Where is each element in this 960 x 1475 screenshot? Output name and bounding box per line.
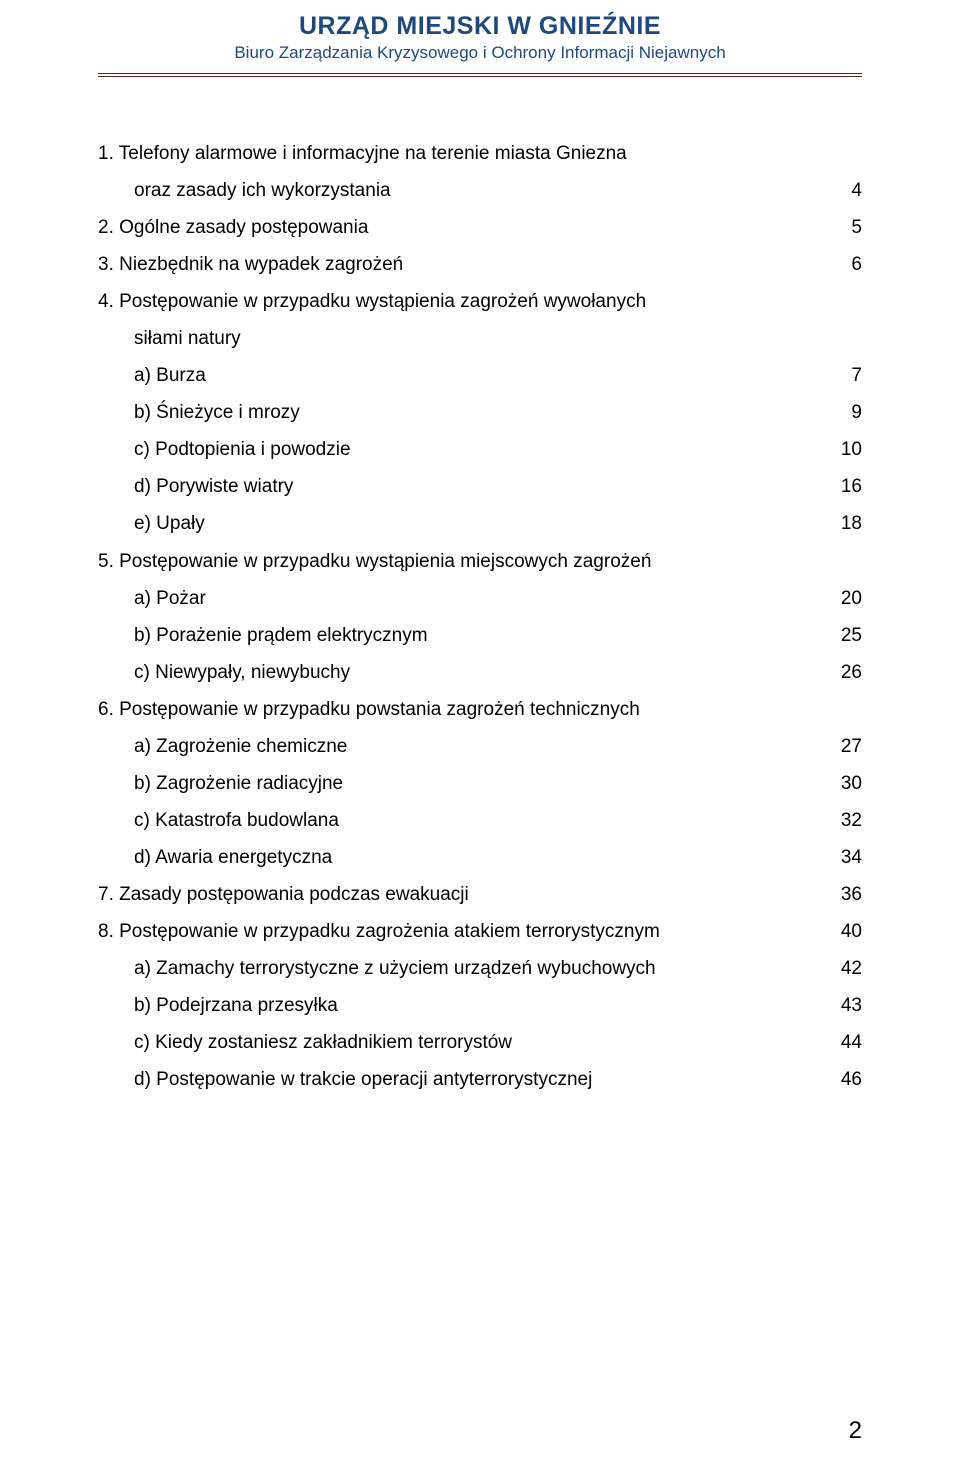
- toc-label: 5. Postępowanie w przypadku wystąpienia …: [98, 543, 862, 580]
- toc-item-4-line1: 4. Postępowanie w przypadku wystąpienia …: [98, 283, 862, 320]
- toc-label: a) Zagrożenie chemiczne: [134, 728, 832, 765]
- toc-label: oraz zasady ich wykorzystania: [134, 172, 832, 209]
- toc-page: 46: [832, 1061, 862, 1098]
- toc-item-2: 2. Ogólne zasady postępowania 5: [98, 209, 862, 246]
- toc-item-4d: d) Porywiste wiatry 16: [98, 468, 862, 505]
- toc-page: 4: [832, 172, 862, 209]
- page-number: 2: [849, 1417, 862, 1445]
- toc-page: 7: [832, 357, 862, 394]
- toc-label: c) Niewypały, niewybuchy: [134, 654, 832, 691]
- toc-item-1-line1: 1. Telefony alarmowe i informacyjne na t…: [98, 135, 862, 172]
- toc-item-8: 8. Postępowanie w przypadku zagrożenia a…: [98, 913, 862, 950]
- toc-label: 8. Postępowanie w przypadku zagrożenia a…: [98, 913, 832, 950]
- toc-item-7: 7. Zasady postępowania podczas ewakuacji…: [98, 876, 862, 913]
- toc-item-5b: b) Porażenie prądem elektrycznym 25: [98, 617, 862, 654]
- toc-label: c) Katastrofa budowlana: [134, 802, 832, 839]
- toc-label: a) Burza: [134, 357, 832, 394]
- toc-item-6d: d) Awaria energetyczna 34: [98, 839, 862, 876]
- toc-label: siłami natury: [134, 320, 862, 357]
- toc-item-5: 5. Postępowanie w przypadku wystąpienia …: [98, 543, 862, 580]
- toc-item-8a: a) Zamachy terrorystyczne z użyciem urzą…: [98, 950, 862, 987]
- toc-page: 43: [832, 987, 862, 1024]
- toc-label: c) Kiedy zostaniesz zakładnikiem terrory…: [134, 1024, 832, 1061]
- toc-item-3: 3. Niezbędnik na wypadek zagrożeń 6: [98, 246, 862, 283]
- toc-label: 1. Telefony alarmowe i informacyjne na t…: [98, 135, 862, 172]
- toc-label: a) Zamachy terrorystyczne z użyciem urzą…: [134, 950, 832, 987]
- toc-label: d) Porywiste wiatry: [134, 468, 832, 505]
- toc-label: 6. Postępowanie w przypadku powstania za…: [98, 691, 862, 728]
- header-title: URZĄD MIEJSKI W GNIEŹNIE: [98, 12, 862, 41]
- toc-label: 2. Ogólne zasady postępowania: [98, 209, 832, 246]
- table-of-contents: 1. Telefony alarmowe i informacyjne na t…: [98, 135, 862, 1098]
- toc-page: 32: [832, 802, 862, 839]
- toc-page: 34: [832, 839, 862, 876]
- toc-label: 7. Zasady postępowania podczas ewakuacji: [98, 876, 832, 913]
- toc-item-4e: e) Upały 18: [98, 505, 862, 542]
- header-subtitle: Biuro Zarządzania Kryzysowego i Ochrony …: [98, 43, 862, 63]
- toc-page: 26: [832, 654, 862, 691]
- toc-page: 10: [832, 431, 862, 468]
- toc-item-6a: a) Zagrożenie chemiczne 27: [98, 728, 862, 765]
- toc-item-6c: c) Katastrofa budowlana 32: [98, 802, 862, 839]
- toc-item-6: 6. Postępowanie w przypadku powstania za…: [98, 691, 862, 728]
- toc-label: 3. Niezbędnik na wypadek zagrożeń: [98, 246, 832, 283]
- toc-page: 16: [832, 468, 862, 505]
- toc-item-8b: b) Podejrzana przesyłka 43: [98, 987, 862, 1024]
- toc-page: 6: [832, 246, 862, 283]
- toc-label: 4. Postępowanie w przypadku wystąpienia …: [98, 283, 862, 320]
- toc-item-4b: b) Śnieżyce i mrozy 9: [98, 394, 862, 431]
- toc-item-4a: a) Burza 7: [98, 357, 862, 394]
- toc-page: 27: [832, 728, 862, 765]
- toc-item-4-line2: siłami natury: [98, 320, 862, 357]
- toc-page: 36: [832, 876, 862, 913]
- toc-label: b) Śnieżyce i mrozy: [134, 394, 832, 431]
- toc-label: b) Zagrożenie radiacyjne: [134, 765, 832, 802]
- toc-page: 18: [832, 505, 862, 542]
- toc-item-8d: d) Postępowanie w trakcie operacji antyt…: [98, 1061, 862, 1098]
- toc-page: 44: [832, 1024, 862, 1061]
- toc-page: 25: [832, 617, 862, 654]
- header-divider: [98, 73, 862, 77]
- toc-label: d) Awaria energetyczna: [134, 839, 832, 876]
- toc-item-4c: c) Podtopienia i powodzie 10: [98, 431, 862, 468]
- toc-label: b) Podejrzana przesyłka: [134, 987, 832, 1024]
- toc-label: b) Porażenie prądem elektrycznym: [134, 617, 832, 654]
- toc-page: 5: [832, 209, 862, 246]
- toc-label: c) Podtopienia i powodzie: [134, 431, 832, 468]
- toc-item-5c: c) Niewypały, niewybuchy 26: [98, 654, 862, 691]
- toc-label: e) Upały: [134, 505, 832, 542]
- toc-item-8c: c) Kiedy zostaniesz zakładnikiem terrory…: [98, 1024, 862, 1061]
- toc-page: 40: [832, 913, 862, 950]
- toc-label: a) Pożar: [134, 580, 832, 617]
- toc-page: 42: [832, 950, 862, 987]
- toc-item-1-line2: oraz zasady ich wykorzystania 4: [98, 172, 862, 209]
- document-page: URZĄD MIEJSKI W GNIEŹNIE Biuro Zarządzan…: [0, 0, 960, 1475]
- toc-page: 20: [832, 580, 862, 617]
- toc-item-5a: a) Pożar 20: [98, 580, 862, 617]
- toc-label: d) Postępowanie w trakcie operacji antyt…: [134, 1061, 832, 1098]
- toc-page: 9: [832, 394, 862, 431]
- toc-page: 30: [832, 765, 862, 802]
- toc-item-6b: b) Zagrożenie radiacyjne 30: [98, 765, 862, 802]
